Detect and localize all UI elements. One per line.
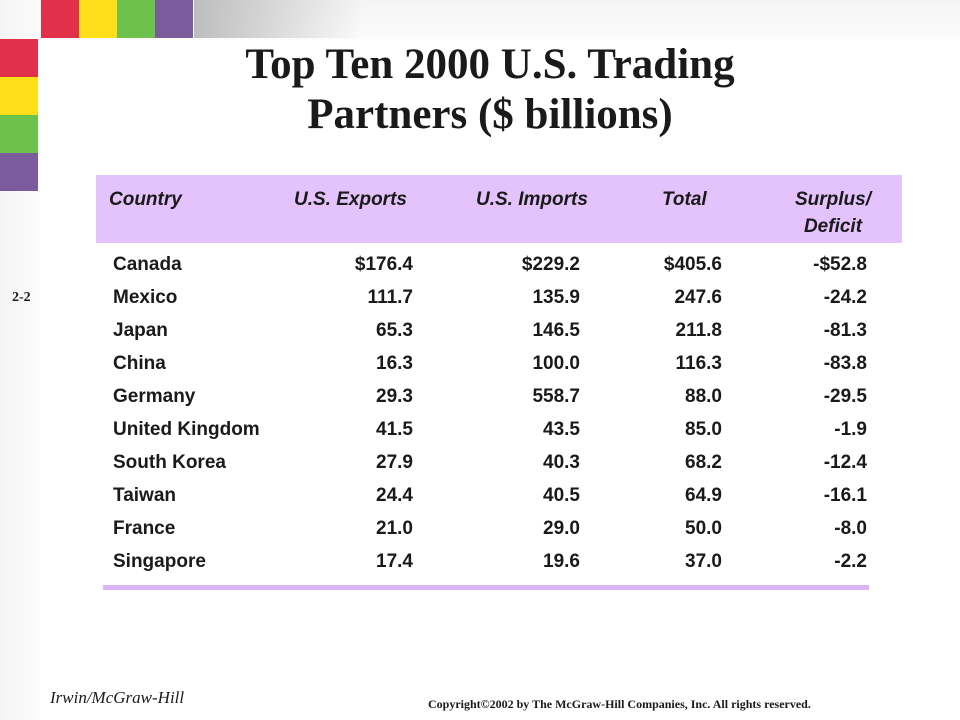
cell-total: 247.6: [674, 287, 722, 308]
cell-total: 68.2: [685, 452, 722, 473]
cell-surplus: -16.1: [823, 485, 867, 506]
cell-surplus: -83.8: [823, 353, 867, 374]
table-row: Canada $176.4 $229.2 $405.6 -$52.8: [0, 250, 960, 283]
decor-square-yellow-top: [79, 0, 117, 38]
slide-title: Top Ten 2000 U.S. Trading Partners ($ bi…: [100, 40, 880, 140]
copyright-notice: Copyright©2002 by The McGraw-Hill Compan…: [428, 697, 811, 711]
table-row: South Korea 27.9 40.3 68.2 -12.4: [0, 448, 960, 481]
cell-exports: 17.4: [376, 551, 413, 572]
cell-imports: $229.2: [521, 254, 580, 275]
header-total: Total: [662, 189, 707, 210]
cell-surplus: -12.4: [823, 452, 867, 473]
cell-exports: $176.4: [354, 254, 413, 275]
decor-square-green-left: [0, 115, 38, 153]
table-row: United Kingdom 41.5 43.5 85.0 -1.9: [0, 415, 960, 448]
cell-imports: 19.6: [543, 551, 580, 572]
cell-country: Mexico: [113, 287, 178, 308]
header-surplus-deficit: Surplus/ Deficit: [778, 186, 888, 240]
publisher-label: Irwin/McGraw-Hill: [50, 688, 185, 707]
cell-exports: 16.3: [376, 353, 413, 374]
cell-country: Canada: [113, 254, 182, 275]
cell-imports: 40.5: [543, 485, 580, 506]
header-exports: U.S. Exports: [294, 189, 407, 210]
cell-imports: 40.3: [543, 452, 580, 473]
decor-square-green-top: [117, 0, 155, 38]
top-template-band: [40, 0, 960, 40]
table-row: China 16.3 100.0 116.3 -83.8: [0, 349, 960, 382]
cell-imports: 558.7: [532, 386, 580, 407]
decor-gray-fade: [194, 0, 364, 38]
table-row: Japan 65.3 146.5 211.8 -81.3: [0, 316, 960, 349]
cell-total: 88.0: [685, 386, 722, 407]
table-body: Canada $176.4 $229.2 $405.6 -$52.8 Mexic…: [0, 250, 960, 580]
table-row: Singapore 17.4 19.6 37.0 -2.2: [0, 547, 960, 580]
cell-country: United Kingdom: [113, 419, 260, 440]
cell-country: Japan: [113, 320, 168, 341]
slide-title-line2: Partners ($ billions): [307, 91, 673, 138]
decor-square-purple-top: [155, 0, 193, 38]
header-imports: U.S. Imports: [476, 189, 588, 210]
header-country: Country: [109, 189, 182, 210]
table-row: Mexico 111.7 135.9 247.6 -24.2: [0, 283, 960, 316]
cell-surplus: -$52.8: [813, 254, 867, 275]
cell-surplus: -81.3: [823, 320, 867, 341]
cell-exports: 29.3: [376, 386, 413, 407]
table-bottom-rule: [103, 585, 869, 590]
cell-total: 50.0: [685, 518, 722, 539]
slide-title-line1: Top Ten 2000 U.S. Trading: [245, 41, 735, 88]
decor-square-purple-left: [0, 153, 38, 191]
cell-total: 64.9: [685, 485, 722, 506]
slide-number: 2-2: [12, 290, 31, 305]
cell-surplus: -24.2: [823, 287, 867, 308]
cell-imports: 29.0: [543, 518, 580, 539]
cell-exports: 21.0: [376, 518, 413, 539]
cell-surplus: -8.0: [834, 518, 867, 539]
cell-country: France: [113, 518, 176, 539]
cell-surplus: -2.2: [834, 551, 867, 572]
cell-total: $405.6: [663, 254, 722, 275]
table-header-band: [96, 175, 902, 243]
cell-total: 85.0: [685, 419, 722, 440]
cell-total: 37.0: [685, 551, 722, 572]
cell-exports: 24.4: [376, 485, 413, 506]
cell-surplus: -29.5: [823, 386, 867, 407]
table-row: Germany 29.3 558.7 88.0 -29.5: [0, 382, 960, 415]
header-surplus-line1: Surplus/: [794, 189, 871, 210]
decor-square-red-top: [41, 0, 79, 38]
cell-total: 211.8: [675, 320, 723, 341]
cell-exports: 27.9: [376, 452, 413, 473]
cell-country: Singapore: [113, 551, 206, 572]
cell-imports: 100.0: [532, 353, 580, 374]
cell-country: South Korea: [113, 452, 226, 473]
decor-square-red-left: [0, 39, 38, 77]
cell-country: China: [113, 353, 166, 374]
cell-surplus: -1.9: [834, 419, 867, 440]
cell-exports: 65.3: [376, 320, 413, 341]
decor-square-yellow-left: [0, 77, 38, 115]
cell-imports: 135.9: [532, 287, 580, 308]
table-row: Taiwan 24.4 40.5 64.9 -16.1: [0, 481, 960, 514]
table-row: France 21.0 29.0 50.0 -8.0: [0, 514, 960, 547]
cell-country: Taiwan: [113, 485, 176, 506]
cell-imports: 43.5: [543, 419, 580, 440]
cell-exports: 41.5: [376, 419, 413, 440]
cell-total: 116.3: [675, 353, 723, 374]
cell-imports: 146.5: [532, 320, 580, 341]
cell-country: Germany: [113, 386, 196, 407]
cell-exports: 111.7: [367, 287, 413, 308]
header-surplus-line2: Deficit: [803, 216, 863, 237]
